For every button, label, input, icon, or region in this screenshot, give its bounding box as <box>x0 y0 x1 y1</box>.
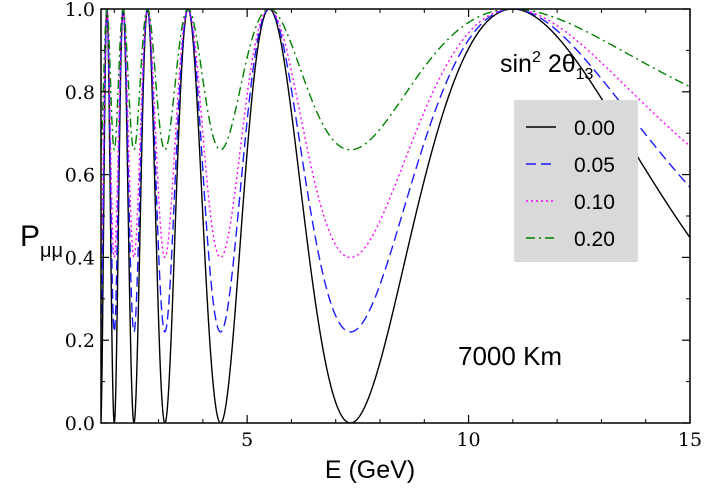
y-axis-title-sub: μμ <box>40 240 63 262</box>
y-tick-label: 0.4 <box>65 247 95 269</box>
x-tick-label: 10 <box>456 429 480 451</box>
legend-title-sub: 13 <box>576 66 594 83</box>
ticks-layer: 5 10 15 0.0 0.2 0.4 0.6 0.8 1.0 <box>65 0 702 451</box>
series-layer <box>101 9 690 423</box>
series-line-0.00 <box>101 9 690 423</box>
y-tick-label: 0.6 <box>65 165 95 187</box>
y-tick-label: 0.2 <box>65 330 95 352</box>
y-tick-label: 0.8 <box>65 82 95 104</box>
legend-label-0.05: 0.05 <box>574 154 615 177</box>
x-tick-label: 5 <box>241 429 253 451</box>
legend-label-0.10: 0.10 <box>574 191 615 214</box>
x-tick-label: 15 <box>678 429 702 451</box>
distance-annotation: 7000 Km <box>458 341 562 371</box>
y-axis-title-main: P <box>20 220 40 253</box>
legend-items: 0.00 0.05 0.10 0.20 <box>526 117 615 251</box>
legend-title-mid: 2θ <box>541 50 576 78</box>
legend-label-0.20: 0.20 <box>574 228 615 251</box>
y-tick-label: 1.0 <box>65 0 95 21</box>
legend-title-main: sin <box>500 50 532 78</box>
legend: 0.00 0.05 0.10 0.20 <box>514 100 638 262</box>
x-axis-title: E (GeV) <box>325 456 415 484</box>
y-tick-label: 0.0 <box>65 413 95 435</box>
y-axis-title: Pμμ <box>20 220 63 262</box>
series-line-0.20 <box>101 9 690 151</box>
series-line-0.05 <box>101 9 690 334</box>
legend-title-sup: 2 <box>532 49 541 66</box>
legend-label-0.00: 0.00 <box>574 117 615 140</box>
legend-title: sin2 2θ13 <box>500 49 594 83</box>
series-line-0.10 <box>101 9 690 260</box>
